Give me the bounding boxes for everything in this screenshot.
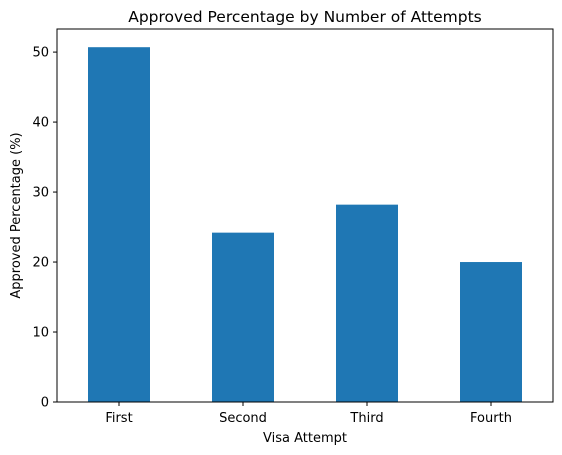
y-axis-title: Approved Percentage (%) bbox=[9, 132, 24, 298]
x-tick-label: Second bbox=[219, 411, 267, 426]
bars bbox=[88, 47, 522, 402]
y-tick-label: 20 bbox=[32, 256, 49, 271]
plot-area-frame bbox=[56, 28, 554, 403]
y-tick-label: 10 bbox=[32, 326, 49, 341]
x-tick-label: Third bbox=[349, 411, 383, 426]
x-tick-label: First bbox=[105, 411, 132, 426]
y-axis-ticks: 0 10 20 30 40 50 bbox=[32, 46, 57, 411]
y-tick-label: 0 bbox=[41, 396, 49, 411]
bar-fourth bbox=[460, 262, 522, 402]
bar-first bbox=[88, 47, 150, 402]
x-axis-title: Visa Attempt bbox=[263, 431, 347, 446]
bar-second bbox=[212, 232, 274, 402]
y-tick-label: 30 bbox=[32, 186, 49, 201]
y-tick-label: 40 bbox=[32, 116, 49, 131]
bar-third bbox=[336, 204, 398, 402]
y-tick-label: 50 bbox=[32, 46, 49, 61]
x-tick-label: Fourth bbox=[470, 411, 512, 426]
chart-title: Approved Percentage by Number of Attempt… bbox=[128, 8, 482, 26]
x-axis-ticks: First Second Third Fourth bbox=[105, 402, 512, 426]
